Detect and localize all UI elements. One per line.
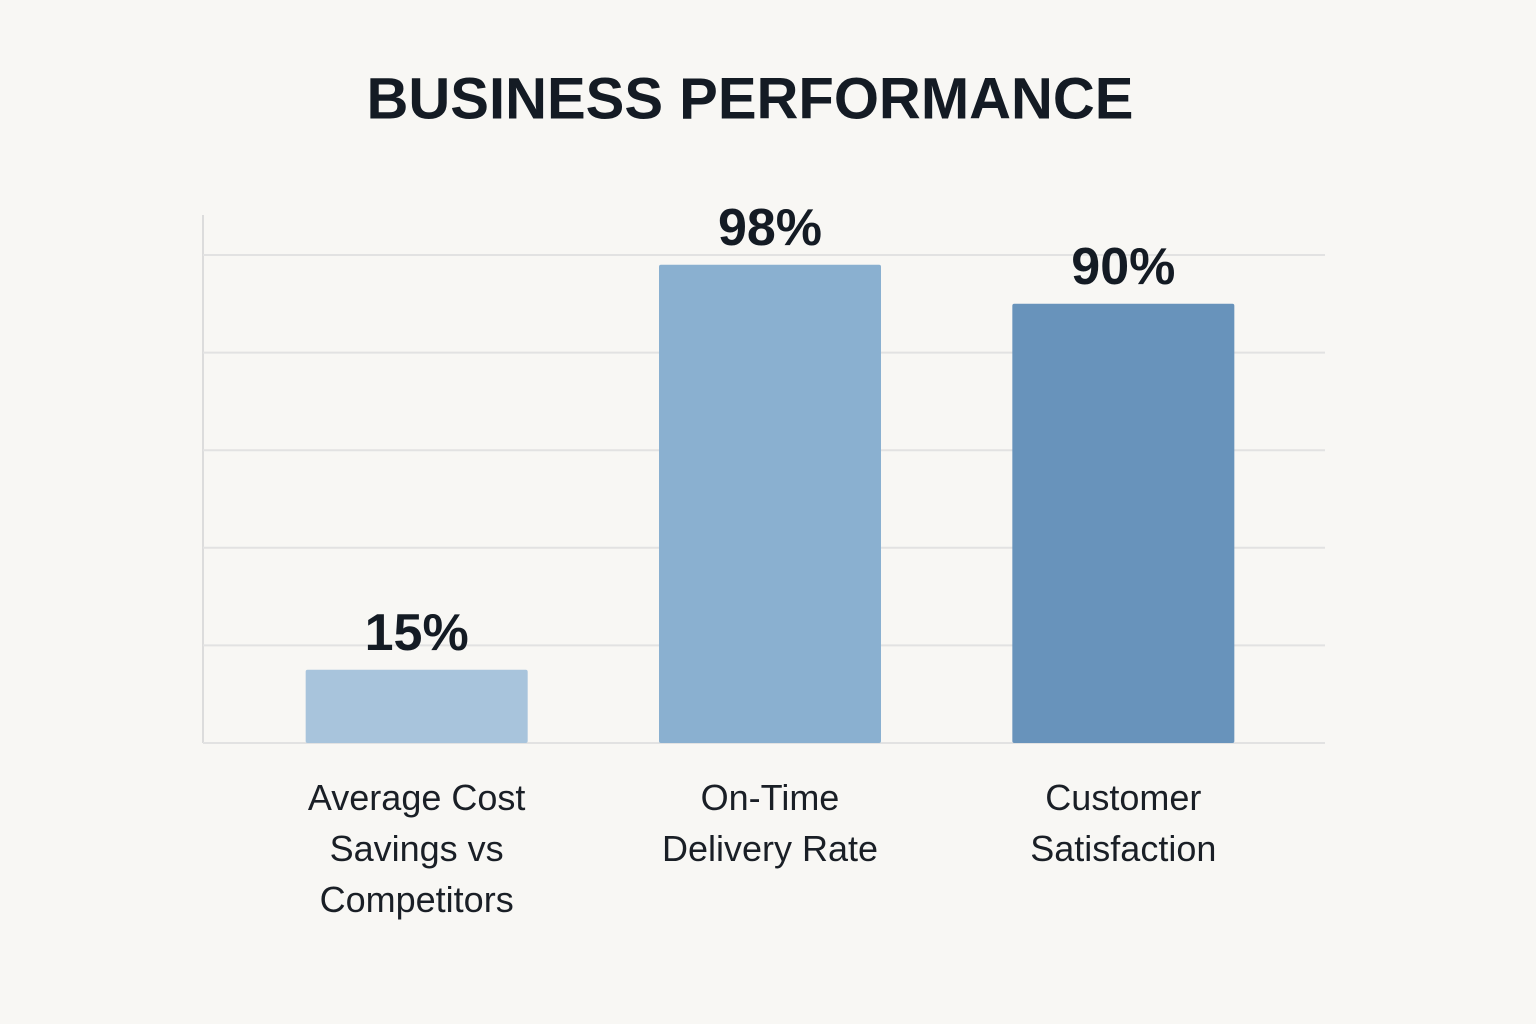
bar: [659, 264, 881, 743]
x-tick-label: Average Cost Savings vs Competitors: [307, 777, 526, 920]
value-label: 98%: [718, 199, 822, 257]
bar: [1012, 303, 1235, 743]
bar: [305, 669, 528, 743]
value-label: 90%: [1071, 238, 1175, 296]
x-tick-label: On-Time Delivery Rate: [661, 777, 879, 869]
chart-title: BUSINESS PERFORMANCE: [367, 66, 1134, 131]
x-tick-label: Customer Satisfaction: [1030, 777, 1217, 869]
value-label: 15%: [365, 604, 469, 662]
